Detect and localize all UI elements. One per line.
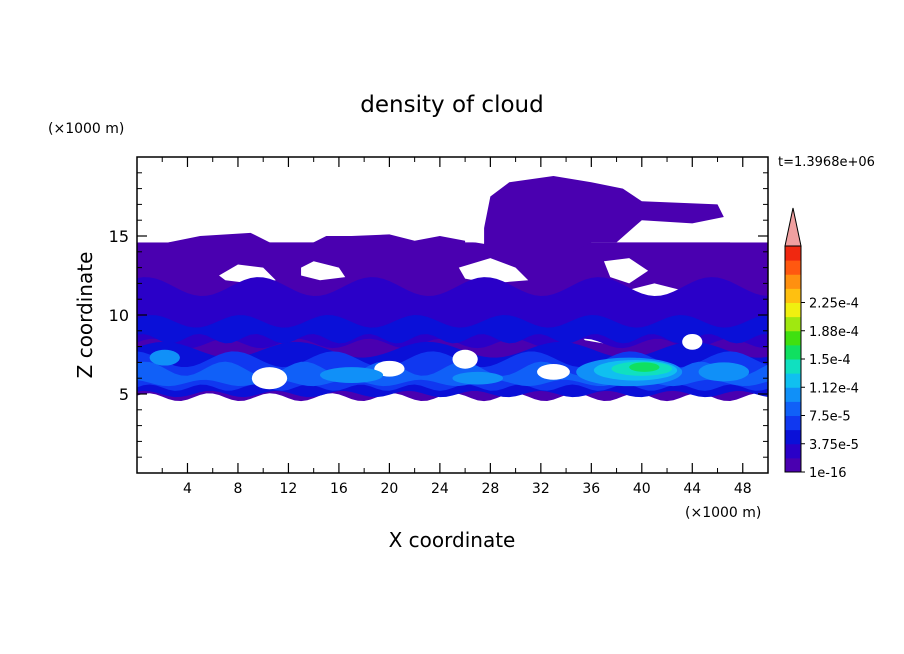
bright-patch — [698, 362, 750, 382]
colorbar-segment — [785, 387, 801, 402]
plot-area — [137, 157, 768, 402]
colorbar-segment — [785, 330, 801, 346]
y-tick-label: 10 — [109, 306, 129, 325]
colorbar-extend-arrow — [784, 207, 802, 247]
time-label: t=1.3968e+06 — [778, 155, 875, 170]
x-tick-label: 8 — [233, 481, 242, 497]
layer-gap — [537, 363, 570, 380]
layer-gap — [682, 333, 703, 350]
max-region-core — [629, 362, 660, 372]
y-unit-label: (×1000 m) — [48, 121, 124, 137]
x-tick-label: 40 — [633, 481, 651, 497]
colorbar-segment — [785, 260, 801, 275]
colorbar-segment — [785, 344, 801, 360]
y-tick-label: 5 — [119, 385, 129, 404]
colorbar-segment — [785, 274, 801, 289]
x-tick-label: 4 — [183, 481, 192, 497]
cloud-tower — [484, 175, 724, 255]
bright-patch — [149, 349, 180, 366]
x-axis: 4 8 12 16 20 24 28 32 36 40 44 48 — [161, 157, 752, 497]
colorbar-segment — [785, 443, 801, 459]
x-tick-label: 20 — [380, 481, 398, 497]
colorbar-label: 1e-16 — [809, 466, 847, 481]
x-unit-label: (×1000 m) — [685, 505, 761, 521]
cloud-lobe — [168, 232, 466, 260]
colorbar-segment — [785, 246, 801, 261]
y-axis: 5 10 15 — [109, 172, 768, 458]
x-tick-label: 28 — [481, 481, 499, 497]
x-tick-label: 32 — [532, 481, 550, 497]
colorbar: 1e-16 3.75e-5 7.5e-5 1.12e-4 1.5e-4 1.88e-4 2.… — [784, 207, 859, 481]
colorbar-segment — [785, 288, 801, 303]
x-axis-label: X coordinate — [389, 528, 516, 552]
x-tick-label: 36 — [582, 481, 600, 497]
colorbar-label: 2.25e-4 — [809, 297, 859, 312]
colorbar-label: 3.75e-5 — [809, 438, 859, 453]
y-tick-label: 15 — [109, 227, 129, 246]
colorbar-segment — [785, 401, 801, 416]
y-axis-label: Z coordinate — [73, 252, 97, 379]
density-field — [137, 157, 768, 402]
layer-gap — [452, 349, 478, 369]
sky-gap — [465, 157, 485, 244]
cloud-gap — [458, 258, 529, 284]
mid-layer-dense — [137, 315, 768, 344]
sky-gap — [137, 157, 169, 243]
x-tick-label: 48 — [734, 481, 752, 497]
colorbar-label: 1.88e-4 — [809, 325, 859, 340]
x-tick-label: 44 — [683, 481, 701, 497]
colorbar-segment — [785, 415, 801, 431]
colorbar-segment — [785, 373, 801, 388]
colorbar-segment — [785, 457, 801, 473]
layer-gap — [374, 360, 405, 377]
chart-title: density of cloud — [360, 92, 543, 118]
cloud-gap — [603, 258, 649, 284]
colorbar-label: 7.5e-5 — [809, 410, 851, 425]
bright-patch — [452, 371, 503, 385]
bright-patch — [319, 367, 384, 383]
sky-gap — [723, 217, 768, 243]
layer-gap — [251, 367, 288, 390]
colorbar-segment — [785, 302, 801, 318]
x-tick-label: 12 — [280, 481, 298, 497]
colorbar-segment — [785, 316, 801, 332]
colorbar-label: 1.12e-4 — [809, 381, 859, 396]
colorbar-segment — [785, 359, 801, 374]
colorbar-label: 1.5e-4 — [809, 353, 851, 368]
cloud-gap — [301, 261, 346, 281]
x-tick-label: 24 — [431, 481, 449, 497]
x-tick-label: 16 — [330, 481, 348, 497]
colorbar-segment — [785, 429, 801, 445]
